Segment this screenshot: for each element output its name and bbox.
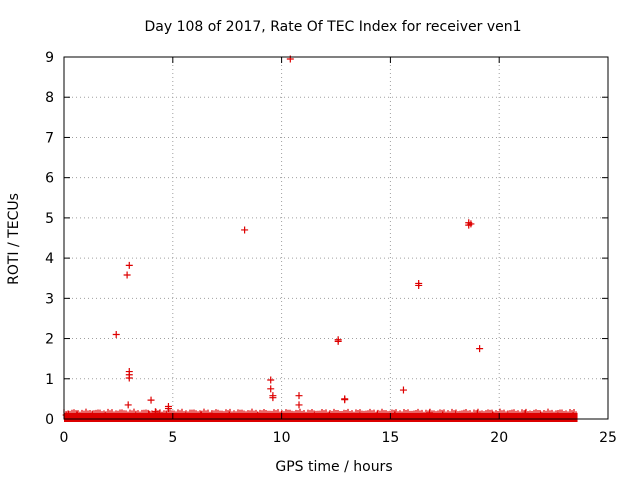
data-point	[125, 261, 133, 269]
data-point	[426, 409, 434, 417]
data-point	[391, 411, 399, 419]
data-point	[521, 409, 529, 417]
data-point	[73, 411, 81, 419]
x-tick-label: 25	[599, 430, 617, 446]
data-point	[254, 411, 262, 419]
data-point	[147, 396, 155, 404]
data-point	[156, 409, 164, 417]
data-point	[267, 385, 275, 393]
y-tick-label: 8	[45, 90, 54, 106]
grid-lines	[64, 57, 608, 419]
data-point	[197, 411, 205, 419]
data-point	[356, 411, 364, 419]
data-point	[452, 410, 460, 418]
data-point	[439, 411, 447, 419]
x-tick-label: 20	[490, 430, 508, 446]
y-tick-label: 5	[45, 211, 54, 227]
data-point	[467, 220, 475, 228]
baseline-band-layer	[63, 408, 578, 422]
plot-frame	[63, 56, 609, 420]
data-point	[145, 410, 153, 418]
data-point	[476, 345, 484, 353]
y-tick-label: 0	[45, 412, 54, 428]
data-point	[504, 410, 512, 418]
data-point	[267, 376, 275, 384]
data-point	[269, 394, 277, 402]
data-point	[64, 410, 72, 418]
y-axis-label: ROTI / TECUs	[6, 193, 22, 285]
x-tick-label: 5	[168, 430, 177, 446]
y-tick-label: 7	[45, 130, 54, 146]
y-tick-label: 6	[45, 171, 54, 187]
y-tick-label: 4	[45, 251, 54, 267]
x-tick-label: 10	[273, 430, 291, 446]
data-point	[124, 401, 132, 409]
data-point	[295, 392, 303, 400]
y-tick-label: 3	[45, 291, 54, 307]
data-point	[310, 411, 318, 419]
data-point	[415, 281, 423, 289]
data-points	[62, 55, 577, 420]
data-point	[182, 411, 190, 419]
data-point	[132, 411, 140, 419]
axis-ticks: 0 5 10 15 20 25 0 1 2 3 4 5 6 7 8 9	[45, 50, 617, 446]
y-tick-label: 1	[45, 372, 54, 388]
data-point	[489, 411, 497, 419]
x-tick-label: 15	[381, 430, 399, 446]
baseline-band	[64, 412, 578, 422]
x-axis-label: GPS time / hours	[275, 459, 392, 475]
data-point	[537, 411, 545, 419]
data-point	[399, 386, 407, 394]
data-point	[334, 337, 342, 345]
data-point	[162, 410, 170, 418]
data-point	[101, 412, 109, 420]
data-point	[325, 411, 333, 419]
data-point	[241, 226, 249, 234]
data-point	[569, 412, 577, 420]
data-point	[208, 410, 216, 418]
data-point	[373, 410, 381, 418]
chart-title: Day 108 of 2017, Rate Of TEC Index for r…	[144, 19, 521, 35]
data-point	[123, 271, 131, 279]
data-point	[125, 374, 133, 382]
x-tick-label: 0	[60, 430, 69, 446]
y-tick-label: 9	[45, 50, 54, 66]
data-point	[295, 401, 303, 409]
data-point	[225, 411, 233, 419]
y-tick-label: 2	[45, 332, 54, 348]
data-point	[164, 405, 172, 413]
data-point	[112, 331, 120, 339]
data-point	[554, 411, 562, 419]
data-point	[88, 410, 96, 418]
data-point	[341, 396, 349, 404]
data-point	[151, 408, 159, 416]
data-point	[473, 409, 481, 417]
